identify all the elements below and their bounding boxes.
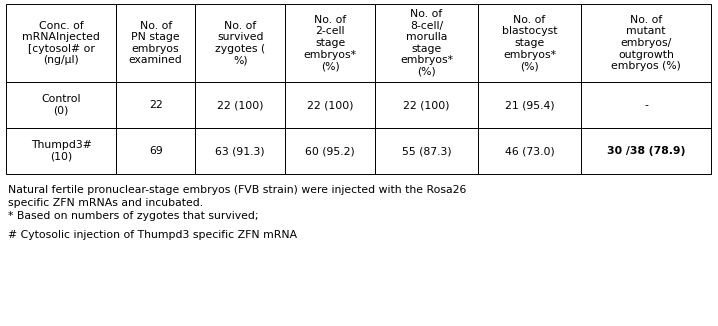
Bar	[581, 128, 711, 174]
Text: * Based on numbers of zygotes that survived;: * Based on numbers of zygotes that survi…	[8, 211, 258, 221]
Bar	[375, 4, 478, 82]
Text: # Cytosolic injection of Thumpd3 specific ZFN mRNA: # Cytosolic injection of Thumpd3 specifi…	[8, 230, 297, 240]
Text: 55 (87.3): 55 (87.3)	[401, 146, 452, 156]
Bar	[195, 128, 285, 174]
Bar	[285, 128, 375, 174]
Text: 22 (100): 22 (100)	[307, 100, 353, 110]
Text: No. of
mutant
embryos/
outgrowth
embryos (%): No. of mutant embryos/ outgrowth embryos…	[611, 15, 681, 71]
Bar	[581, 82, 711, 128]
Bar	[6, 4, 116, 82]
Text: No. of
PN stage
embryos
examined: No. of PN stage embryos examined	[129, 21, 182, 66]
Text: 22: 22	[149, 100, 162, 110]
Text: 69: 69	[149, 146, 162, 156]
Text: 46 (73.0): 46 (73.0)	[505, 146, 554, 156]
Text: Conc. of
mRNAInjected
[cytosol# or
(ng/µl): Conc. of mRNAInjected [cytosol# or (ng/µ…	[22, 21, 100, 66]
Text: No. of
2-cell
stage
embryos*
(%): No. of 2-cell stage embryos* (%)	[304, 15, 357, 71]
Bar	[375, 82, 478, 128]
Text: Control
(0): Control (0)	[41, 94, 80, 116]
Text: 22 (100): 22 (100)	[217, 100, 264, 110]
Bar	[478, 82, 581, 128]
Text: 22 (100): 22 (100)	[404, 100, 449, 110]
Text: 30 /38 (78.9): 30 /38 (78.9)	[607, 146, 685, 156]
Bar	[375, 128, 478, 174]
Bar	[6, 82, 116, 128]
Bar	[478, 4, 581, 82]
Text: No. of
blastocyst
stage
embryos*
(%): No. of blastocyst stage embryos* (%)	[502, 15, 557, 71]
Text: Thumpd3#
(10): Thumpd3# (10)	[31, 140, 91, 162]
Bar	[195, 4, 285, 82]
Bar	[116, 4, 195, 82]
Text: 63 (91.3): 63 (91.3)	[215, 146, 265, 156]
Text: No. of
survived
zygotes (
%): No. of survived zygotes ( %)	[215, 21, 265, 66]
Text: No. of
8-cell/
morulla
stage
embryos*
(%): No. of 8-cell/ morulla stage embryos* (%…	[400, 9, 453, 77]
Bar	[478, 128, 581, 174]
Text: 21 (95.4): 21 (95.4)	[505, 100, 554, 110]
Text: Natural fertile pronuclear-stage embryos (FVB strain) were injected with the Ros: Natural fertile pronuclear-stage embryos…	[8, 185, 467, 195]
Text: -: -	[644, 100, 648, 110]
Bar	[116, 128, 195, 174]
Bar	[195, 82, 285, 128]
Text: specific ZFN mRNAs and incubated.: specific ZFN mRNAs and incubated.	[8, 198, 203, 208]
Bar	[116, 82, 195, 128]
Bar	[581, 4, 711, 82]
Bar	[6, 128, 116, 174]
Bar	[285, 82, 375, 128]
Text: 60 (95.2): 60 (95.2)	[305, 146, 355, 156]
Bar	[285, 4, 375, 82]
